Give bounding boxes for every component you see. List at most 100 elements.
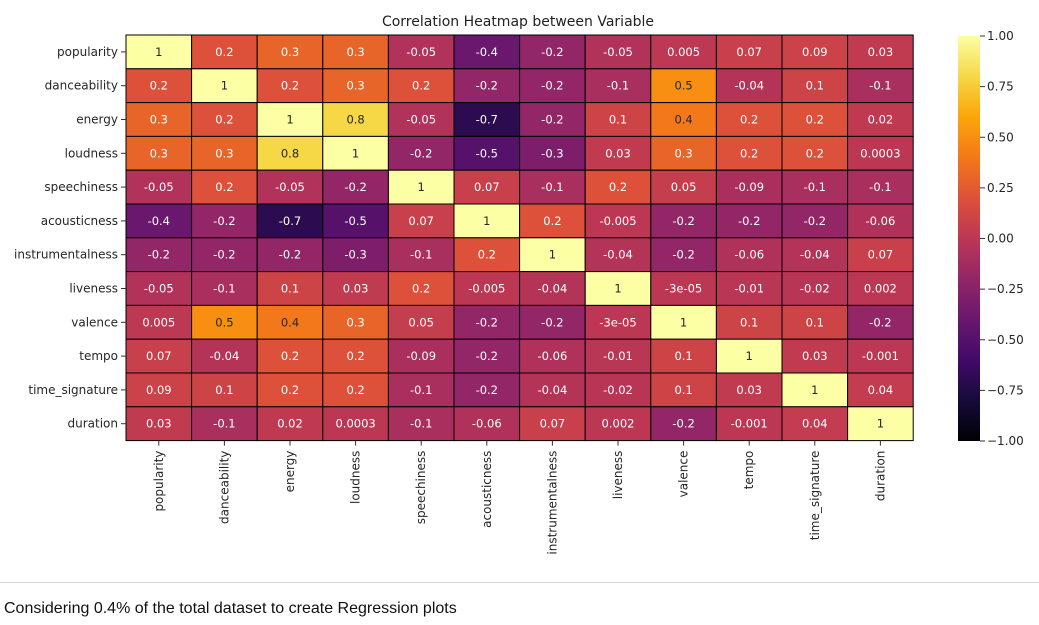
heatmap-cell-danceability-tempo [715,68,783,104]
cell-value-label: 0.03 [868,45,894,59]
heatmap-cell-acousticness-acousticness [453,203,521,239]
heatmap-cell-danceability-time_signature [781,68,849,104]
cell-value-label: -0.5 [476,146,498,160]
cell-value-label: 1 [352,146,359,160]
colorbar-tick-label: 0.50 [987,130,1014,144]
heatmap-cell-tempo-danceability [191,338,258,374]
row-label: time_signature [28,383,118,397]
cell-value-label: 0.0003 [860,146,900,160]
cell-value-label: 0.2 [346,349,364,363]
cell-value-label: 0.5 [674,79,692,93]
cell-value-label: 0.03 [802,349,828,363]
cell-value-label: -0.1 [869,180,891,194]
row-label: tempo [79,349,118,363]
cell-value-label: -0.1 [410,248,432,262]
cell-value-label: -0.04 [603,248,633,262]
cell-value-label: -0.1 [804,180,826,194]
cell-value-label: -0.04 [210,349,240,363]
cell-value-label: 0.005 [142,315,175,329]
cell-value-label: 1 [746,349,753,363]
heatmap-cell-instrumentalness-loudness [322,237,389,273]
cell-value-label: 0.2 [609,180,627,194]
heatmap-cell-loudness-instrumentalness [519,135,586,171]
cell-value-label: 0.8 [346,113,364,127]
colorbar-tick-label: 0.75 [987,80,1014,94]
heatmap-cell-speechiness-time_signature [781,169,849,205]
cell-value-label: -0.2 [541,45,563,59]
cell-value-label: -0.01 [603,349,633,363]
heatmap-cell-popularity-acousticness [453,34,521,70]
heatmap-cell-instrumentalness-tempo [715,237,783,273]
cell-value-label: -0.7 [279,214,301,228]
cell-value-label: -0.2 [672,248,694,262]
cell-value-label: 0.2 [478,248,496,262]
cell-value-label: 0.09 [146,383,172,397]
cell-value-label: 1 [614,282,621,296]
cell-value-label: 0.4 [281,315,299,329]
heatmap-cell-liveness-instrumentalness [519,271,586,306]
cell-value-label: 0.09 [802,45,828,59]
cell-value-label: 1 [811,383,818,397]
cell-value-label: -0.2 [541,79,563,93]
heatmap-cell-danceability-loudness [322,68,389,104]
heatmap-cell-popularity-tempo [715,34,783,70]
cell-value-label: -0.1 [213,417,235,431]
cell-value-label: -0.05 [406,45,436,59]
row-label: danceability [45,79,118,93]
cell-value-label: -0.2 [148,248,170,262]
heatmap-cell-energy-instrumentalness [519,102,586,137]
cell-value-label: -0.2 [476,315,498,329]
column-label: tempo [742,451,756,490]
column-label: instrumentalness [545,451,559,555]
column-labels: popularity danceability energy loudness spee… [152,440,887,555]
row-label: duration [68,417,119,431]
cell-value-label: 0.2 [281,349,299,363]
heatmap-cell-liveness-time_signature [781,271,849,306]
heatmap-cell-speechiness-popularity [125,169,193,205]
cell-value-label: 0.8 [281,146,299,160]
heatmap-cell-valence-duration [847,304,914,340]
heatmap-cell-loudness-energy [256,135,324,171]
heatmap-cell-danceability-speechiness [387,68,455,104]
heatmap-cell-duration-speechiness [387,406,455,442]
colorbar-tick-label: 0.00 [987,232,1014,246]
cell-value-label: -0.2 [672,214,694,228]
cell-value-label: -0.2 [476,383,498,397]
heatmap-cell-acousticness-tempo [715,203,783,239]
heatmap-cell-time_signature-loudness [322,372,389,408]
cell-value-label: 0.2 [543,214,561,228]
cell-value-label: 0.07 [474,180,500,194]
heatmap-cell-instrumentalness-acousticness [453,237,521,273]
heatmap-cell-time_signature-energy [256,372,324,408]
cell-value-label: -0.05 [144,282,174,296]
cell-value-label: -0.3 [541,146,563,160]
colorbar-tick-label: −0.75 [987,383,1024,397]
divider [0,582,1039,583]
heatmap-cell-time_signature-duration [847,372,914,408]
cell-value-label: 0.1 [674,383,692,397]
heatmap-cell-acousticness-liveness [584,203,652,239]
heatmap-cell-acousticness-valence [650,203,717,239]
cell-value-label: -0.06 [866,214,896,228]
cell-value-label: -0.2 [672,417,694,431]
cell-value-label: 0.3 [674,146,692,160]
cell-value-label: -0.2 [541,113,563,127]
cell-value-label: 0.05 [671,180,697,194]
heatmap-cell-tempo-speechiness [387,338,455,374]
heatmap-cell-speechiness-energy [256,169,324,205]
row-label: valence [71,315,118,329]
column-label: speechiness [414,451,428,525]
cell-value-label: 1 [286,113,293,127]
cell-value-label: 0.1 [281,282,299,296]
heatmap-cell-popularity-liveness [584,34,652,70]
heatmap-cell-tempo-loudness [322,338,389,374]
cell-value-label: -0.001 [731,417,768,431]
heatmap-cell-time_signature-time_signature [781,372,849,408]
colorbar-tick-label: 1.00 [987,29,1014,43]
row-label: acousticness [41,214,118,228]
cell-value-label: 0.2 [412,282,430,296]
cell-value-label: 0.1 [806,79,824,93]
cell-value-label: -0.2 [213,248,235,262]
cell-value-label: -0.1 [607,79,629,93]
cell-value-label: -0.7 [476,113,498,127]
